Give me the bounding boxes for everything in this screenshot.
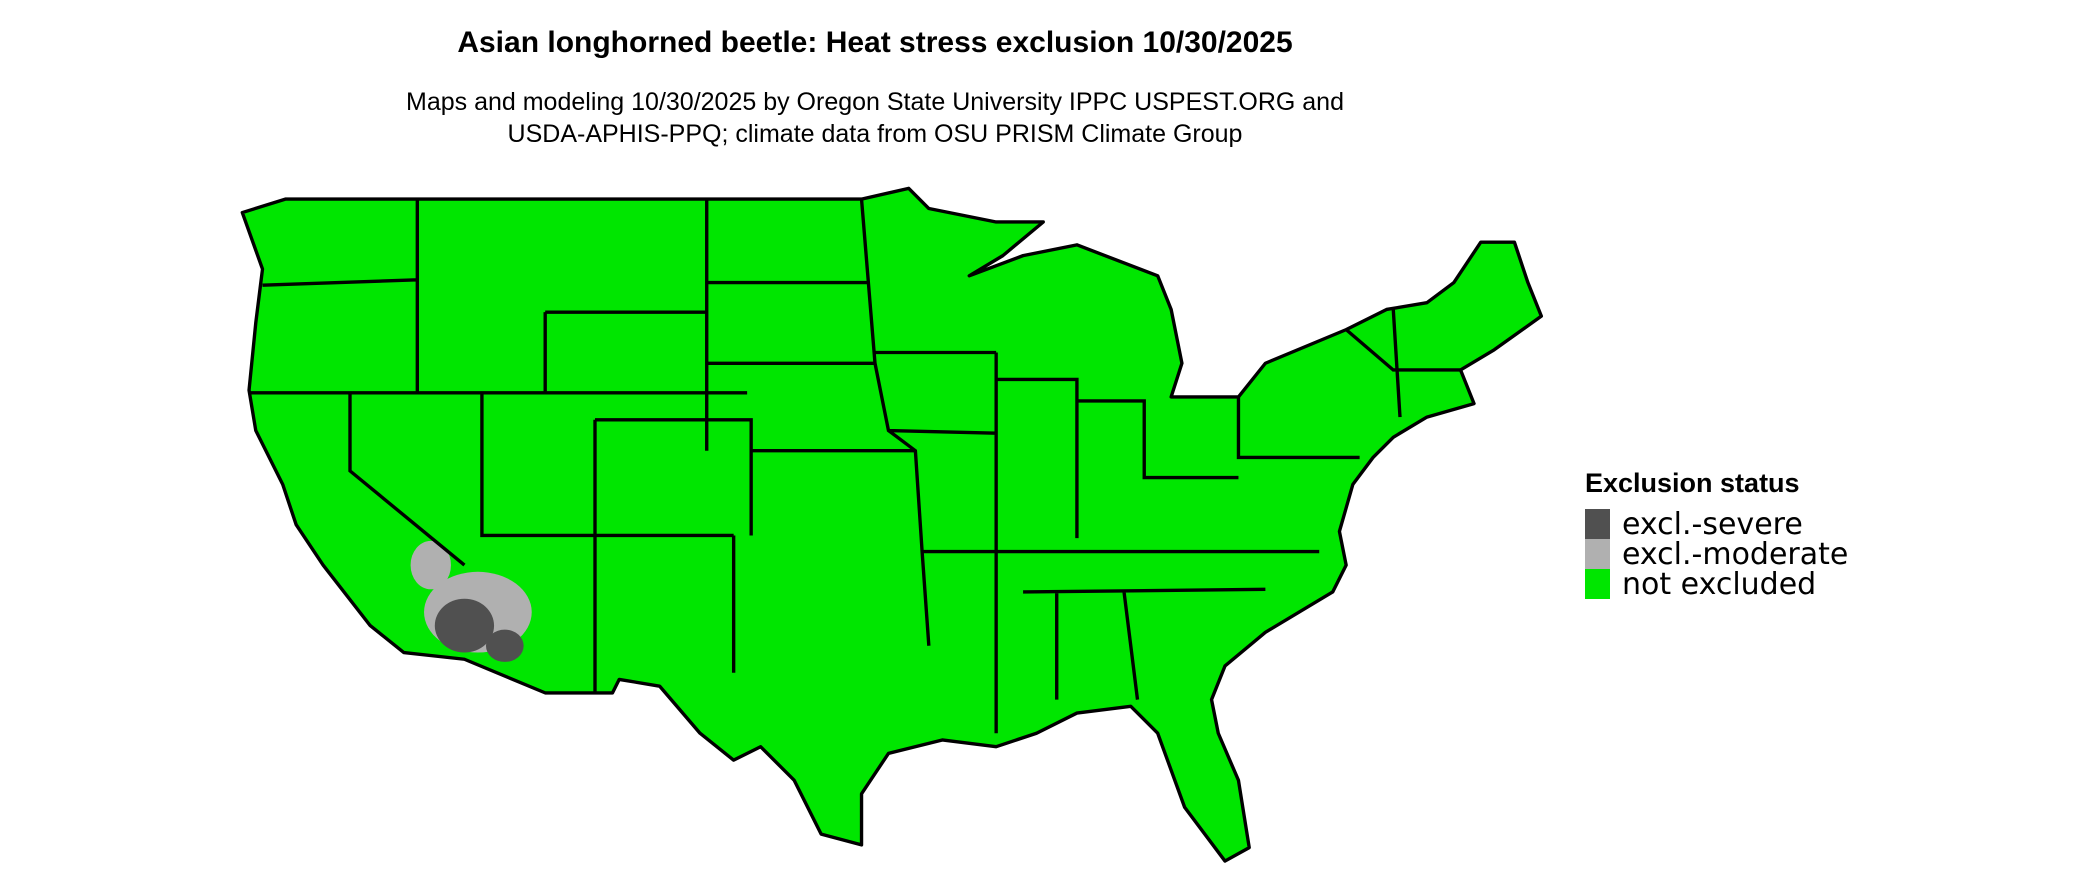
- legend-label: excl.-moderate: [1622, 536, 1849, 572]
- legend-label: excl.-severe: [1622, 506, 1803, 542]
- legend-label: not excluded: [1622, 566, 1817, 602]
- excl-severe-area: [485, 629, 524, 662]
- subtitle-line-1: Maps and modeling 10/30/2025 by Oregon S…: [406, 88, 1344, 116]
- legend: Exclusion status excl.-severe excl.-mode…: [1585, 468, 1849, 602]
- subtitle-line-2: USDA-APHIS-PPQ; climate data from OSU PR…: [507, 120, 1243, 148]
- legend-item-not-excluded: not excluded: [1585, 566, 1848, 602]
- excl-severe-area: [434, 598, 495, 653]
- legend-title: Exclusion status: [1585, 468, 1800, 498]
- legend-swatch-moderate: [1585, 539, 1610, 569]
- legend-item-excl-severe: excl.-severe: [1585, 506, 1848, 542]
- map-title: Asian longhorned beetle: Heat stress exc…: [457, 26, 1293, 59]
- us-outline: [240, 186, 1544, 863]
- map-subtitle: Maps and modeling 10/30/2025 by Oregon S…: [0, 86, 1750, 150]
- legend-item-excl-moderate: excl.-moderate: [1585, 536, 1849, 572]
- legend-swatch-severe: [1585, 509, 1610, 539]
- state-borders: [249, 198, 1461, 734]
- legend-swatch-not-excluded: [1585, 569, 1610, 599]
- excl-moderate-area: [410, 540, 451, 590]
- excluded-areas: [410, 540, 532, 662]
